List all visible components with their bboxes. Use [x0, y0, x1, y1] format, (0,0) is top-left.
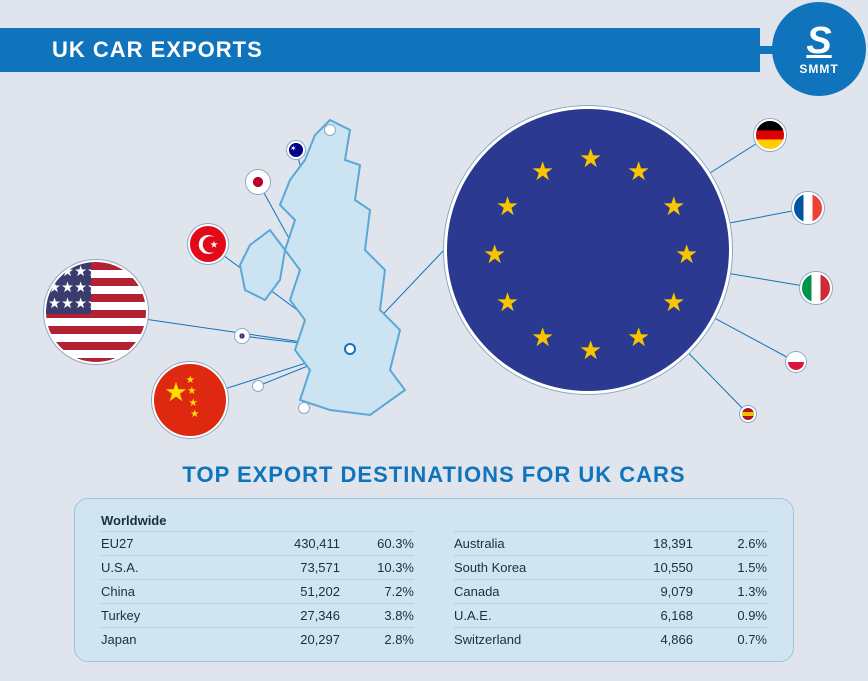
table-row: EU27430,41160.3% — [101, 531, 414, 555]
table-row: U.A.E.6,1680.9% — [454, 603, 767, 627]
table-row: South Korea10,5501.5% — [454, 555, 767, 579]
eu-star-icon: ★ — [531, 156, 554, 187]
spain-flag-icon — [740, 406, 756, 422]
dest-cell: Canada — [454, 584, 597, 599]
eu-star-icon: ★ — [627, 156, 650, 187]
italy-flag-icon — [800, 272, 832, 304]
france-flag-icon — [792, 192, 824, 224]
share-cell: 10.3% — [364, 560, 414, 575]
share-cell: 1.3% — [717, 584, 767, 599]
share-cell: 1.5% — [717, 560, 767, 575]
page-title: UK CAR EXPORTS — [52, 37, 263, 63]
turkey-flag-icon: ☪ — [188, 224, 228, 264]
australia-flag-icon: ✶ — [287, 141, 305, 159]
units-cell: 9,079 — [597, 584, 717, 599]
share-cell: 60.3% — [364, 536, 414, 551]
header-bar: UK CAR EXPORTS — [0, 28, 760, 72]
table-row: Australia18,3912.6% — [454, 531, 767, 555]
dest-cell: Switzerland — [454, 632, 597, 647]
units-cell: 20,297 — [244, 632, 364, 647]
eu-star-icon: ★ — [579, 143, 602, 174]
table-row: Canada9,0791.3% — [454, 579, 767, 603]
table-col-left: Worldwide EU27430,41160.3%U.S.A.73,57110… — [101, 513, 414, 651]
eu-star-icon: ★ — [579, 335, 602, 366]
eu-star-icon: ★ — [496, 191, 519, 222]
dest-cell: U.A.E. — [454, 608, 597, 623]
units-cell: 27,346 — [244, 608, 364, 623]
units-cell: 51,202 — [244, 584, 364, 599]
eu-star-icon: ★ — [496, 287, 519, 318]
share-cell: 3.8% — [364, 608, 414, 623]
dest-cell: China — [101, 584, 244, 599]
share-cell: 0.9% — [717, 608, 767, 623]
units-cell: 4,866 — [597, 632, 717, 647]
usa-flag-icon: ★★★★ ★★★★ ★★★★ — [44, 260, 148, 364]
switzerland-flag-icon — [325, 125, 335, 135]
eu-flag-circle: ★ ★ ★ ★ ★ ★ ★ ★ ★ ★ ★ ★ — [444, 106, 732, 394]
eu-star-icon: ★ — [627, 322, 650, 353]
export-diagram: ★★★★★★★★★★★★ ★★★★ ★★★★ ★★★★★★★★★☪✶ — [0, 90, 868, 460]
canada-flag-icon — [253, 381, 263, 391]
units-cell: 10,550 — [597, 560, 717, 575]
share-cell: 0.7% — [717, 632, 767, 647]
eu-star-icon: ★ — [483, 239, 506, 270]
units-cell: 6,168 — [597, 608, 717, 623]
dest-cell: Australia — [454, 536, 597, 551]
uae-flag-icon — [299, 403, 309, 413]
eu-star-icon: ★ — [662, 191, 685, 222]
table-header: Worldwide — [101, 513, 414, 531]
eu-star-icon: ★ — [531, 322, 554, 353]
table-row: Turkey27,3463.8% — [101, 603, 414, 627]
logo-brand: SMMT — [799, 62, 838, 76]
logo-glyph: S — [806, 22, 831, 60]
units-cell: 18,391 — [597, 536, 717, 551]
eu-star-icon: ★ — [675, 239, 698, 270]
export-table: Worldwide EU27430,41160.3%U.S.A.73,57110… — [74, 498, 794, 662]
units-cell: 73,571 — [244, 560, 364, 575]
table-row: Switzerland4,8660.7% — [454, 627, 767, 651]
dest-cell: South Korea — [454, 560, 597, 575]
table-header-spacer — [454, 513, 767, 531]
dest-cell: U.S.A. — [101, 560, 244, 575]
china-flag-icon: ★★★★★ — [152, 362, 228, 438]
dest-cell: Japan — [101, 632, 244, 647]
hub-dot — [344, 343, 356, 355]
smmt-logo: S SMMT — [772, 2, 866, 96]
dest-cell: EU27 — [101, 536, 244, 551]
table-title: TOP EXPORT DESTINATIONS FOR UK CARS — [0, 462, 868, 488]
table-row: China51,2027.2% — [101, 579, 414, 603]
table-row: Japan20,2972.8% — [101, 627, 414, 651]
poland-flag-icon — [786, 352, 806, 372]
japan-flag-icon — [246, 170, 270, 194]
south-korea-flag-icon — [235, 329, 249, 343]
share-cell: 7.2% — [364, 584, 414, 599]
table-row: U.S.A.73,57110.3% — [101, 555, 414, 579]
share-cell: 2.6% — [717, 536, 767, 551]
uk-map-icon — [210, 110, 430, 430]
eu-star-icon: ★ — [662, 287, 685, 318]
share-cell: 2.8% — [364, 632, 414, 647]
units-cell: 430,411 — [244, 536, 364, 551]
table-col-right: Australia18,3912.6%South Korea10,5501.5%… — [454, 513, 767, 651]
dest-cell: Turkey — [101, 608, 244, 623]
germany-flag-icon — [754, 119, 786, 151]
